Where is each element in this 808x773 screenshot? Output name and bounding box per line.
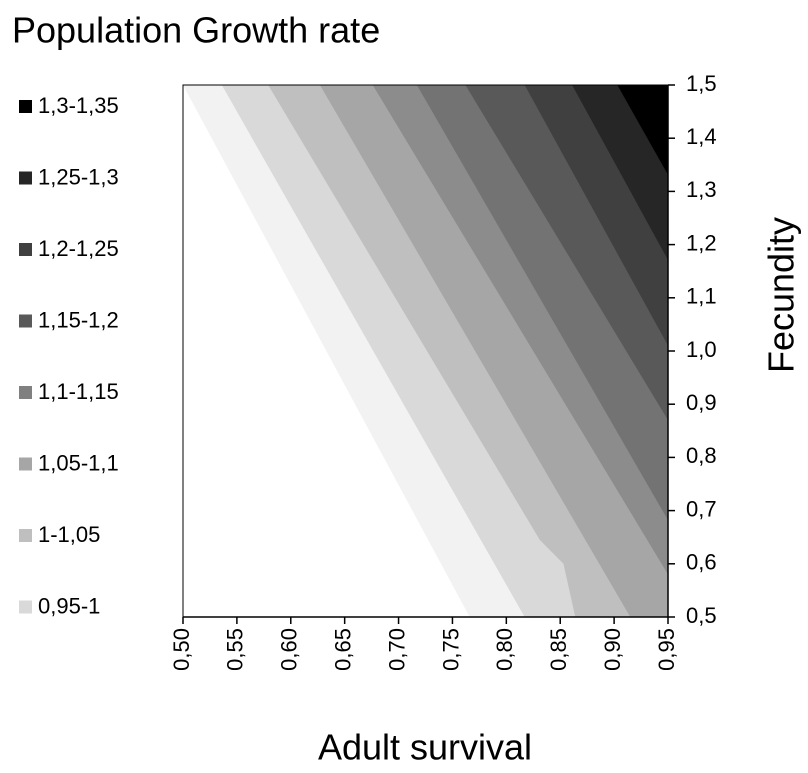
x-tick-label: 0,90 xyxy=(600,628,625,671)
x-tick-label: 0,85 xyxy=(546,628,571,671)
legend-swatch xyxy=(19,529,32,542)
legend-label: 1,05-1,1 xyxy=(38,450,119,475)
legend-swatch xyxy=(19,386,32,399)
x-axis-label: Adult survival xyxy=(318,727,532,768)
legend-swatch xyxy=(19,243,32,256)
legend-label: 1,3-1,35 xyxy=(38,93,119,118)
legend-label: 1,1-1,15 xyxy=(38,379,119,404)
y-tick-label: 1,0 xyxy=(686,337,717,362)
y-tick-label: 1,3 xyxy=(686,177,717,202)
legend-swatch xyxy=(19,100,32,113)
y-tick-label: 1,2 xyxy=(686,230,717,255)
chart-title: Population Growth rate xyxy=(12,10,380,51)
legend-label: 1-1,05 xyxy=(38,522,100,547)
x-tick-label: 0,55 xyxy=(223,628,248,671)
legend-label: 1,15-1,2 xyxy=(38,307,119,332)
legend-label: 0,95-1 xyxy=(38,593,100,618)
y-tick-label: 0,9 xyxy=(686,390,717,415)
x-tick-label: 0,65 xyxy=(330,628,355,671)
y-tick-label: 1,5 xyxy=(686,71,717,96)
y-tick-label: 0,7 xyxy=(686,496,717,521)
y-tick-label: 0,5 xyxy=(686,603,717,628)
legend-swatch xyxy=(19,600,32,614)
legend-swatch xyxy=(19,457,32,471)
y-tick-label: 0,6 xyxy=(686,550,717,575)
x-tick-label: 0,70 xyxy=(384,628,409,671)
x-tick-label: 0,95 xyxy=(654,628,679,671)
legend-label: 1,25-1,3 xyxy=(38,164,119,189)
legend-swatch xyxy=(19,314,32,328)
x-tick-label: 0,80 xyxy=(492,628,517,671)
x-tick-label: 0,60 xyxy=(277,628,302,671)
x-tick-label: 0,50 xyxy=(169,628,194,671)
y-tick-label: 1,1 xyxy=(686,284,717,309)
legend-label: 1,2-1,25 xyxy=(38,236,119,261)
contour-band xyxy=(617,85,668,175)
y-tick-label: 0,8 xyxy=(686,443,717,468)
y-tick-label: 1,4 xyxy=(686,124,717,149)
y-axis-label: Fecundity xyxy=(761,217,802,373)
x-tick-label: 0,75 xyxy=(438,628,463,671)
legend-swatch xyxy=(19,171,32,185)
